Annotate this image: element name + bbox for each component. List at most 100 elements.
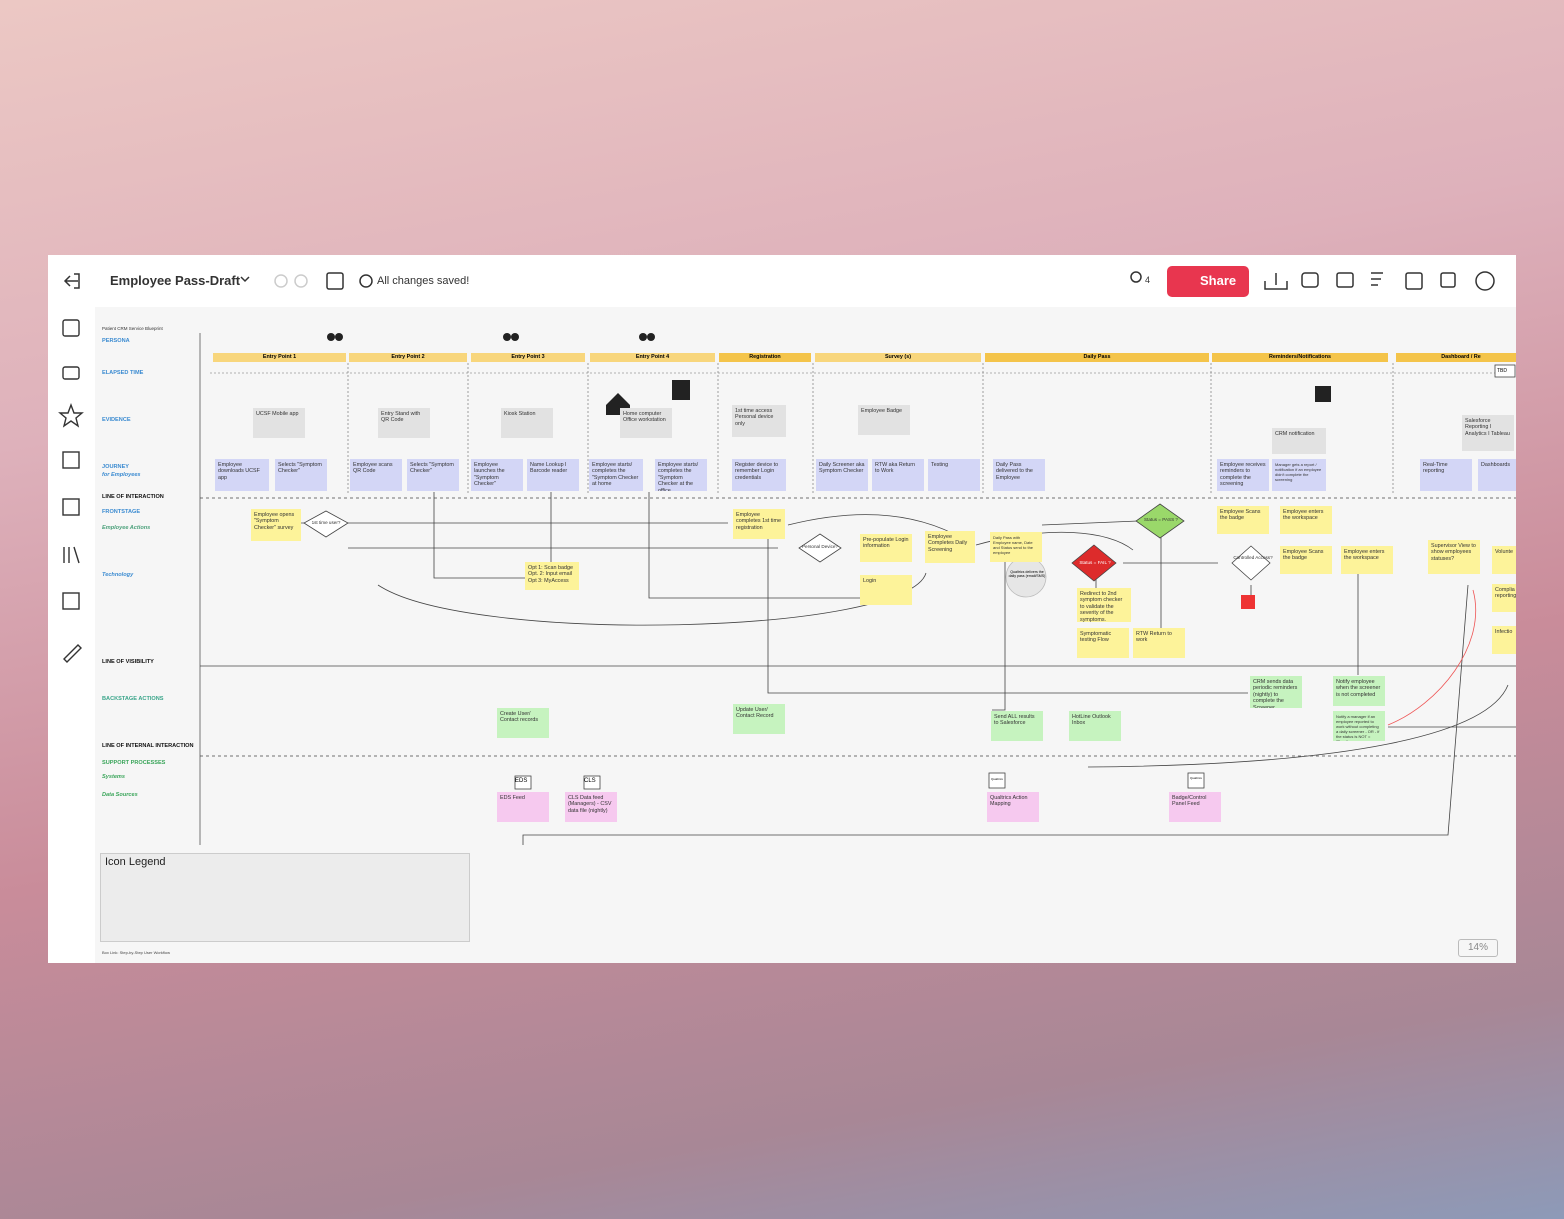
redo[interactable] xyxy=(294,274,308,288)
lane-label: PERSONA xyxy=(102,338,130,344)
download[interactable] xyxy=(1264,273,1288,290)
sticky-note: Real-Time reporting xyxy=(1420,459,1472,491)
users-icon[interactable] xyxy=(1130,271,1142,283)
sticky-note: Employee Badge xyxy=(858,405,910,435)
app-window: Patient CRM Service Blueprint PERSONA ELAP… xyxy=(48,255,1516,963)
decision-label: Status = FAIL ? xyxy=(1079,560,1111,565)
lane-label: Employee Actions xyxy=(102,525,151,531)
sticky-note: Employee starts/ completes the "Symptom … xyxy=(589,459,643,491)
sticky-note: Infectio xyxy=(1492,626,1516,654)
exit-icon[interactable] xyxy=(63,273,80,289)
save-status: All changes saved! xyxy=(377,275,470,287)
undo[interactable] xyxy=(274,274,288,288)
sticky-note: Employee Scans the badge xyxy=(1280,546,1332,574)
sticky-note: Notify employee when the screener is not… xyxy=(1333,676,1385,706)
frame-icon[interactable] xyxy=(326,272,344,290)
decision-label: 1st time user? xyxy=(311,520,341,525)
circle-label: Qualtrics delivers the daily pass (email… xyxy=(1008,570,1046,578)
decision-label: Status = PASS ? xyxy=(1143,517,1178,522)
sticky-note: Register device to remember Login creden… xyxy=(732,459,786,491)
legend xyxy=(100,853,470,942)
sticky-note: Pre-populate Login information xyxy=(860,534,912,562)
pen-tool[interactable] xyxy=(63,644,82,663)
tbd-label: TBD xyxy=(1497,368,1507,374)
sticky-note: Employee completes 1st time registration xyxy=(733,509,785,539)
doc-title[interactable]: Employee Pass-Draft xyxy=(110,273,241,288)
lane-label: SUPPORT PROCESSES xyxy=(102,760,166,766)
search[interactable] xyxy=(1440,272,1456,288)
toolbar-icons xyxy=(63,266,1495,297)
sticky-note: UCSF Mobile app xyxy=(253,408,305,438)
sticky-note: HotLine Outlook Inbox xyxy=(1069,711,1121,741)
help[interactable] xyxy=(1475,271,1495,291)
sidebar xyxy=(48,307,95,963)
image-tool[interactable] xyxy=(62,498,80,516)
sticky-note: Employee Completes Daily Screening xyxy=(925,531,975,563)
sticky-note: Testing xyxy=(928,459,980,491)
title-menu[interactable] xyxy=(240,276,250,283)
list[interactable] xyxy=(1405,272,1423,290)
sticky-note: Employee receives reminders to complete … xyxy=(1217,459,1269,491)
sticky-note: Supervisor View to show employees status… xyxy=(1428,540,1480,574)
connectors xyxy=(199,333,1516,845)
notes[interactable] xyxy=(1336,272,1354,288)
system-label: Qualtrics xyxy=(1190,776,1202,780)
lane-label: EVIDENCE xyxy=(102,417,131,423)
sticky-note: Dashboards xyxy=(1478,459,1516,491)
sticky-note: Employee starts/ completes the "Symptom … xyxy=(655,459,707,491)
sticky-note: Opt 1: Scan badge Opt. 2: Input email Op… xyxy=(525,562,579,590)
sticky-note: Send ALL results to Salesforce xyxy=(991,711,1043,741)
lane-label: FRONTSTAGE xyxy=(102,509,141,515)
share-button[interactable] xyxy=(1167,266,1249,297)
lane-label: BACKSTAGE ACTIONS xyxy=(102,696,164,702)
sticky-note: Symptomatic testing Flow xyxy=(1077,628,1129,658)
sticky-tool[interactable] xyxy=(62,319,80,337)
sticky-note: Manager gets a report / notification if … xyxy=(1272,459,1326,491)
decision-shapes xyxy=(303,364,1516,790)
share-label[interactable]: Share xyxy=(1200,273,1237,288)
sticky-note: Employee enters the workspace xyxy=(1280,506,1332,534)
lane-label: JOURNEY xyxy=(102,464,130,470)
zoom-level[interactable]: 14% xyxy=(1458,939,1498,957)
sticky-note: Redirect to 2nd symptom checker to valid… xyxy=(1077,588,1131,622)
toolbar: Employee Pass-Draft All changes saved! 4… xyxy=(48,255,1516,307)
sticky-note: Employee downloads UCSF app xyxy=(215,459,269,491)
phase-dividers xyxy=(347,363,1394,495)
lane-label: Data Sources xyxy=(102,792,138,798)
history[interactable] xyxy=(1371,272,1383,286)
sticky-note: Update User/ Contact Record xyxy=(733,704,785,734)
sticky-note: 1st time access Personal device only xyxy=(732,405,786,437)
lane-label: LINE OF INTERACTION xyxy=(102,494,164,500)
decision-label: Personal Device? xyxy=(801,544,838,549)
sticky-note: Employee scans QR Code xyxy=(350,459,402,491)
sticky-note: RTW Return to work xyxy=(1133,628,1185,658)
sticky-note: Employee enters the workspace xyxy=(1341,546,1393,574)
shape-tool[interactable] xyxy=(62,366,80,380)
footer-link[interactable]: Box Link: Step-by-Step User Workflow xyxy=(102,950,170,955)
sticky-note: EDS Feed xyxy=(497,792,549,822)
sticky-note: Daily Pass with Employee name, Date and … xyxy=(990,532,1042,562)
sticky-note: Kiosk Station xyxy=(501,408,553,438)
decision-label: Controlled Access? xyxy=(1233,555,1273,560)
sticky-note: Complia reporting xyxy=(1492,584,1516,612)
grid-tool[interactable] xyxy=(62,451,80,469)
persona-icons xyxy=(327,333,1331,415)
star-tool[interactable] xyxy=(58,403,84,428)
phase-header: Entry Point 2 xyxy=(349,353,467,362)
import-tool[interactable] xyxy=(62,592,80,610)
library-tool[interactable] xyxy=(63,546,80,564)
phase-header: Registration xyxy=(719,353,811,362)
phase-header: Entry Point 4 xyxy=(590,353,715,362)
lane-label: for Employees xyxy=(102,472,141,478)
lane-label: Systems xyxy=(102,774,126,780)
sticky-note: Login xyxy=(860,575,912,605)
lane-label: LINE OF VISIBILITY xyxy=(102,659,154,665)
system-label: Qualtrics xyxy=(991,777,1003,781)
sticky-note: Salesforce Reporting I Analytics I Table… xyxy=(1462,415,1514,451)
board-subtitle: Patient CRM Service Blueprint xyxy=(102,326,163,331)
comments[interactable] xyxy=(1301,272,1319,288)
sticky-note: CLS Data feed (Managers) - CSV data file… xyxy=(565,792,617,822)
sticky-note: Notify a manager if an employee reported… xyxy=(1333,711,1385,741)
